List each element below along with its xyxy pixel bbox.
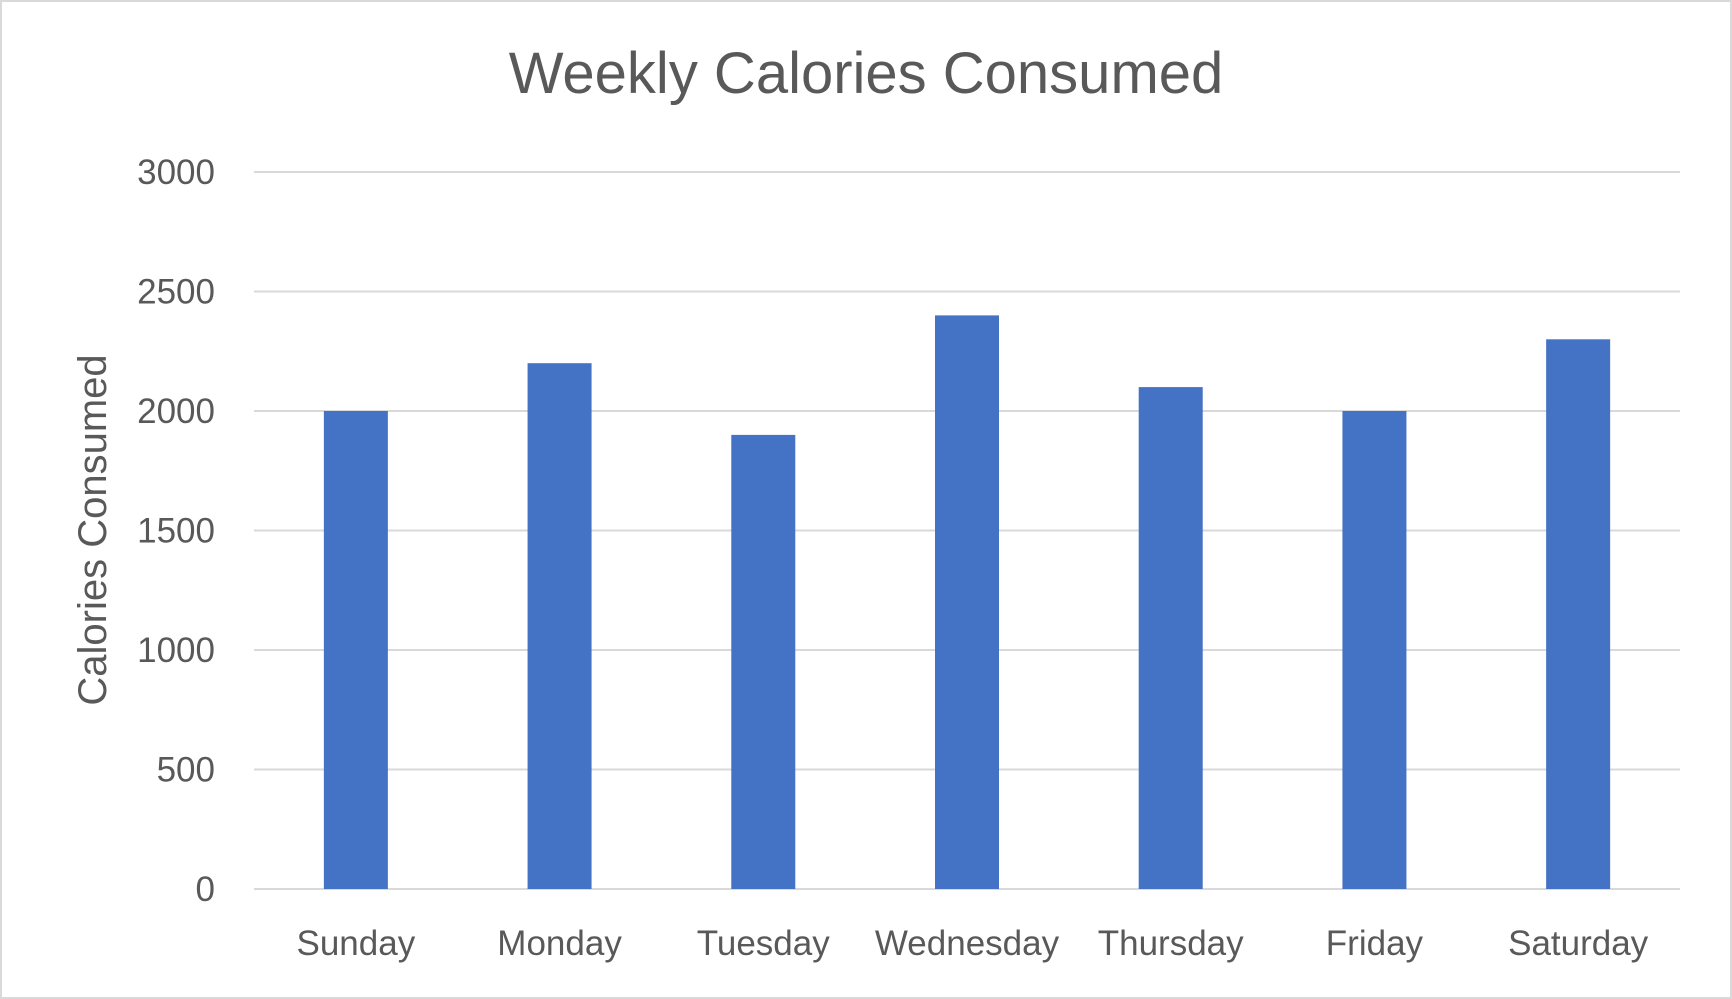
- bar-thursday: [1138, 387, 1203, 889]
- y-tick-label: 2500: [137, 273, 215, 312]
- bar-tuesday: [731, 434, 796, 889]
- x-tick-label: Thursday: [1098, 924, 1244, 963]
- x-tick-label: Tuesday: [697, 924, 830, 963]
- x-tick-label: Friday: [1326, 924, 1424, 963]
- bar-friday: [1342, 411, 1407, 889]
- x-tick-label: Wednesday: [875, 924, 1060, 963]
- y-tick-label: 1000: [137, 631, 215, 670]
- chart-title: Weekly Calories Consumed: [508, 41, 1224, 106]
- y-tick-label: 500: [157, 751, 215, 790]
- y-tick-label: 2000: [137, 392, 215, 431]
- y-tick-label: 0: [196, 870, 215, 909]
- bar-monday: [527, 363, 592, 889]
- y-tick-label: 3000: [137, 153, 215, 192]
- bar-saturday: [1546, 339, 1611, 889]
- x-tick-label: Monday: [497, 924, 622, 963]
- y-axis-title: Calories Consumed: [71, 354, 115, 705]
- x-tick-label: Sunday: [296, 924, 415, 963]
- y-tick-label: 1500: [137, 512, 215, 551]
- bar-wednesday: [935, 315, 999, 889]
- x-tick-label: Saturday: [1508, 924, 1649, 963]
- bar-sunday: [323, 411, 388, 889]
